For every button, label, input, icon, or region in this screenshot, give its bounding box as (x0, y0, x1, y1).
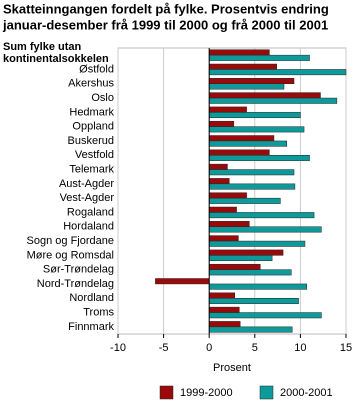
bar (208, 249, 284, 256)
bar (208, 126, 305, 133)
bar (208, 312, 322, 319)
y-tick-label: Nordland (69, 292, 114, 304)
y-tick-label: Vest-Agder (60, 192, 115, 204)
bar (208, 306, 240, 313)
y-tick-label: Sør-Trøndelag (43, 264, 114, 276)
bar (208, 92, 321, 99)
x-tick-label: 10 (294, 342, 306, 354)
y-tick-label: Møre og Romsdal (27, 249, 114, 261)
bar (208, 69, 347, 76)
bar (208, 226, 322, 233)
y-tick-label: Buskerud (68, 135, 114, 147)
bar (208, 283, 308, 290)
x-axis-label: Prosent (213, 362, 251, 374)
bar (208, 192, 247, 199)
bar (208, 292, 235, 299)
y-tick-label: Vestfold (75, 149, 114, 161)
bar (208, 197, 281, 204)
y-tick-label: Aust-Agder (59, 178, 114, 190)
bar (208, 135, 275, 142)
bar (208, 255, 273, 262)
y-tick-label: Sum fylke utan kontinentalsokkelen (3, 41, 109, 65)
bar (208, 183, 296, 190)
y-tick-label: Hordaland (63, 221, 114, 233)
bar (208, 112, 301, 119)
bar (208, 54, 310, 61)
legend-swatch (159, 385, 174, 400)
chart-title: Skatteinngangen fordelt på fylke. Prosen… (3, 1, 329, 16)
x-tick-label: 5 (252, 342, 258, 354)
bar (208, 321, 241, 328)
y-tick-label: Telemark (69, 163, 114, 175)
bar (208, 235, 239, 242)
y-tick-label: Finnmark (68, 321, 114, 333)
x-tick-label: 15 (340, 342, 352, 354)
bar (208, 97, 338, 104)
chart-title: januar-desember frå 1999 til 2000 og frå… (2, 17, 328, 32)
bar (208, 298, 299, 304)
bar (208, 169, 295, 176)
bar (208, 155, 310, 161)
bar (208, 240, 306, 247)
y-tick-label: Oslo (91, 92, 114, 104)
y-tick-label: Sogn og Fjordane (27, 235, 114, 247)
bar (208, 326, 293, 333)
y-tick-label: Østfold (79, 63, 114, 75)
y-tick-label: Hedmark (69, 106, 114, 118)
bar (208, 212, 315, 219)
x-tick-label: 0 (206, 342, 212, 354)
plot-area (117, 47, 347, 335)
bar (208, 263, 261, 270)
bar (208, 163, 228, 170)
bar (208, 149, 270, 156)
bar (208, 269, 292, 276)
y-tick-label: Troms (83, 306, 114, 318)
legend-label: 1999-2000 (180, 387, 233, 399)
bar (208, 49, 270, 56)
bar (208, 140, 287, 147)
bar (208, 206, 237, 213)
bar (208, 83, 285, 90)
y-tick-label: Nord-Trøndelag (37, 278, 114, 290)
y-tick-label: Oppland (72, 121, 114, 133)
bar (155, 278, 210, 285)
x-tick-label: -5 (159, 342, 169, 354)
x-tick-label: -10 (110, 342, 126, 354)
legend-label: 2000-2001 (280, 387, 333, 399)
bar (208, 221, 250, 227)
bar (208, 120, 235, 127)
bar (208, 106, 247, 113)
bar (208, 78, 295, 85)
bar (208, 178, 230, 185)
legend-swatch (259, 385, 274, 400)
y-tick-label: Rogaland (67, 206, 114, 218)
bar (208, 63, 277, 70)
y-tick-label: Akershus (68, 78, 114, 90)
